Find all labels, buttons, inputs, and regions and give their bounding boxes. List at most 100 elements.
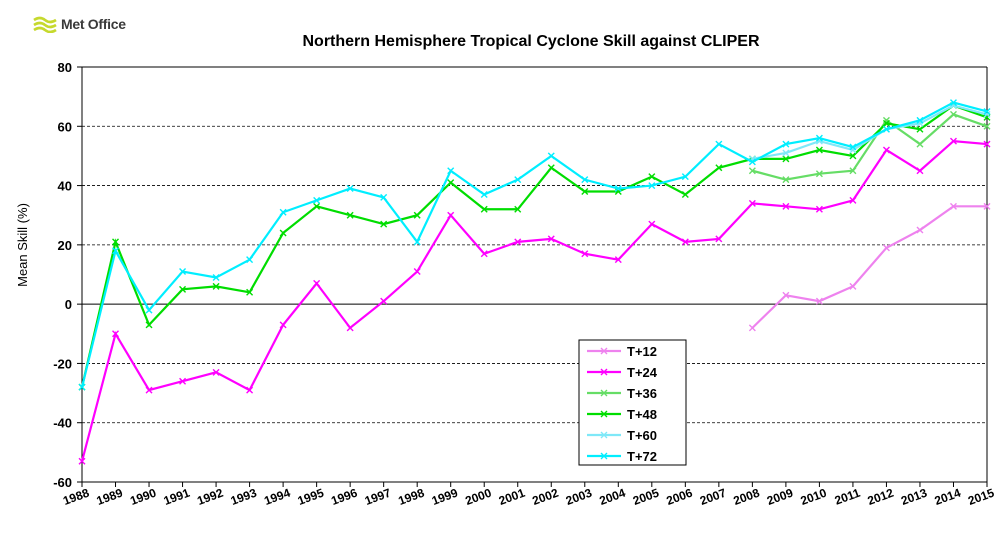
series-t-plus-72	[78, 99, 991, 391]
data-point	[246, 386, 254, 394]
y-tick-label: 0	[65, 297, 72, 312]
legend-entry: T+12	[587, 344, 657, 359]
legend-marker	[600, 389, 608, 397]
y-axis-label: Mean Skill (%)	[15, 203, 30, 287]
x-tick-label: 2010	[799, 486, 829, 508]
data-point	[715, 140, 723, 148]
y-tick-label: 20	[58, 238, 72, 253]
legend-marker	[600, 368, 608, 376]
x-tick-label: 1999	[430, 486, 460, 508]
x-tick-label: 1995	[296, 486, 326, 508]
data-point	[614, 185, 622, 193]
data-point	[748, 199, 756, 207]
data-point	[279, 229, 287, 237]
x-tick-label: 2009	[765, 486, 795, 508]
met-office-wave-icon	[33, 16, 57, 33]
data-point	[782, 202, 790, 210]
data-point	[983, 107, 991, 115]
data-point	[849, 152, 857, 160]
data-point	[581, 188, 589, 195]
data-point	[246, 288, 254, 296]
y-tick-label: 40	[58, 179, 72, 194]
x-tick-label: 2013	[899, 486, 929, 508]
data-point	[983, 110, 991, 118]
data-point	[748, 158, 756, 166]
data-point	[949, 110, 957, 118]
x-tick-label: 1997	[363, 486, 393, 508]
x-tick-label: 1990	[128, 486, 158, 508]
data-point	[447, 211, 455, 219]
data-point	[648, 173, 656, 181]
y-tick-label: 60	[58, 119, 72, 134]
x-tick-label: 2012	[866, 486, 896, 508]
series-t-plus-12	[748, 202, 991, 332]
series-t-plus-60	[748, 102, 991, 163]
legend-label: T+12	[627, 344, 657, 359]
data-point	[849, 282, 857, 290]
data-point	[413, 238, 421, 246]
data-point	[179, 377, 187, 385]
legend-entry: T+24	[587, 365, 658, 380]
data-point	[949, 99, 957, 107]
data-point	[179, 268, 187, 276]
data-point	[815, 170, 823, 178]
grid-lines	[82, 125, 987, 424]
legend-marker	[600, 431, 608, 439]
data-point	[112, 238, 120, 246]
legend-entry: T+60	[587, 428, 657, 443]
data-point	[179, 285, 187, 293]
x-tick-label: 1992	[195, 486, 225, 508]
data-point	[547, 235, 555, 243]
series-line	[751, 205, 987, 329]
data-point	[882, 125, 890, 133]
data-point	[447, 179, 455, 187]
x-tick-label: 1989	[95, 486, 125, 508]
x-tick-label: 2011	[833, 486, 863, 508]
data-point	[313, 279, 321, 287]
data-point	[547, 152, 555, 160]
data-point	[849, 146, 857, 154]
data-point	[78, 457, 86, 465]
data-point	[346, 211, 354, 219]
x-tick-label: 1998	[396, 486, 426, 508]
data-point	[849, 143, 857, 151]
data-point	[514, 205, 522, 213]
data-point	[815, 134, 823, 142]
data-point	[413, 211, 421, 219]
x-tick-label: 1993	[229, 486, 259, 508]
data-point	[145, 306, 153, 314]
data-point	[380, 220, 388, 228]
data-point	[983, 122, 991, 130]
data-point	[480, 205, 488, 213]
data-point	[581, 250, 589, 258]
logo-text: Met Office	[61, 16, 126, 32]
data-point	[514, 238, 522, 246]
x-tick-label: 2003	[564, 486, 594, 508]
x-tick-label: 2004	[597, 486, 627, 508]
data-point	[815, 205, 823, 213]
data-point	[916, 167, 924, 175]
series-line	[80, 104, 988, 388]
legend-marker	[600, 452, 608, 460]
data-point	[782, 176, 790, 184]
data-point	[748, 324, 756, 332]
data-point	[916, 140, 924, 148]
x-tick-label: 1991	[162, 486, 192, 508]
data-point	[983, 202, 991, 210]
series-line	[80, 139, 988, 462]
data-point	[313, 202, 321, 210]
data-point	[815, 146, 823, 154]
data-point	[681, 190, 689, 198]
chart-title: Northern Hemisphere Tropical Cyclone Ski…	[302, 33, 759, 50]
legend-label: T+36	[627, 386, 657, 401]
legend-marker	[600, 410, 608, 418]
data-point	[815, 297, 823, 305]
data-point	[983, 140, 991, 148]
x-tick-label: 2001	[497, 486, 527, 508]
data-point	[145, 321, 153, 329]
series-t-plus-24	[78, 137, 991, 465]
y-tick-label: -20	[53, 356, 72, 371]
data-point	[480, 250, 488, 258]
data-point	[413, 268, 421, 276]
